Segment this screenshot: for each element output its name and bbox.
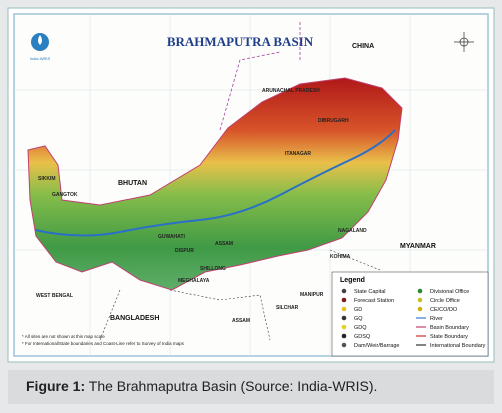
map-label: ASSAM (215, 241, 233, 247)
legend-swatch (341, 288, 347, 294)
map-label: ITANAGAR (285, 151, 311, 157)
map-label: BANGLADESH (110, 315, 159, 322)
map-label: GANGTOK (52, 192, 78, 198)
legend-label: State Capital (354, 289, 386, 295)
map-label: DISPUR (175, 248, 194, 254)
note: * All sites are not shown at this map sc… (22, 334, 105, 339)
map-label: ASSAM (232, 318, 250, 324)
legend-label: International Boundary (430, 343, 486, 349)
map-label: SIKKIM (38, 176, 56, 182)
legend-label: GD (354, 307, 362, 313)
international-boundary (219, 20, 301, 131)
legend-label: Basin Boundary (430, 325, 469, 331)
caption-box (8, 370, 494, 404)
legend-label: Circle Office (430, 298, 460, 304)
legend-label: CE/CO/DO (430, 307, 458, 313)
legend-label: State Boundary (430, 334, 468, 340)
map-label: SILCHAR (276, 305, 299, 311)
map-label: CHINA (352, 43, 374, 50)
compass (454, 32, 474, 52)
map-label: MYANMAR (400, 243, 436, 250)
note: * For International/State boundaries and… (22, 341, 185, 346)
legend-swatch (341, 297, 347, 303)
map-label: MANIPUR (300, 292, 324, 298)
legend: Legend State Capital Forecast Station GD GQ… (331, 271, 489, 357)
legend-swatch (341, 306, 347, 312)
legend-swatch (341, 315, 347, 321)
map-label: ARUNACHAL PRADESH (262, 88, 320, 94)
legend-label: GQ (354, 316, 363, 322)
legend-label: Divisional Office (430, 289, 469, 295)
map-label: GUWAHATI (158, 234, 185, 240)
legend-label: River (430, 316, 443, 322)
map-title: BRAHMAPUTRA BASIN (167, 34, 314, 49)
logo: India-WRIS (30, 33, 51, 61)
map-labels: CHINA ARUNACHAL PRADESH BHUTAN SIKKIM GA… (36, 43, 436, 324)
legend-swatch (417, 306, 423, 312)
legend-swatch (341, 342, 347, 348)
caption-label: Figure 1: (26, 378, 85, 394)
legend-label: Dam/Weir/Barrage (354, 343, 399, 349)
map-label: KOHIMA (330, 254, 351, 260)
legend-label: Forecast Station (354, 298, 394, 304)
map-label: DIBRUGARH (318, 118, 349, 124)
logo-text: India-WRIS (30, 56, 51, 61)
legend-swatch (341, 324, 347, 330)
basin (27, 77, 403, 291)
map-label: NAGALAND (338, 228, 367, 234)
map-label: SHILLONG (200, 266, 226, 272)
caption: Figure 1: The Brahmaputra Basin (Source:… (26, 378, 377, 394)
legend-swatch (417, 288, 423, 294)
river (34, 129, 396, 237)
legend-title: Legend (340, 277, 365, 284)
map-label: BHUTAN (118, 180, 147, 187)
legend-label: GDSQ (354, 334, 371, 340)
map-label: MEGHALAYA (178, 278, 210, 284)
caption-text: The Brahmaputra Basin (Source: India-WRI… (85, 378, 377, 394)
map-label: WEST BENGAL (36, 293, 73, 299)
state-boundary (99, 249, 381, 341)
legend-swatch (341, 333, 347, 339)
legend-label: GDQ (354, 325, 367, 331)
legend-swatch (417, 297, 423, 303)
